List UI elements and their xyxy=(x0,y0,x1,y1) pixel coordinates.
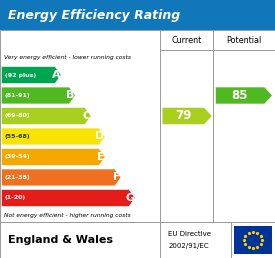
Polygon shape xyxy=(1,108,91,124)
Text: Potential: Potential xyxy=(227,36,262,45)
Polygon shape xyxy=(1,169,121,186)
Text: (69-80): (69-80) xyxy=(5,114,30,118)
Polygon shape xyxy=(162,108,212,124)
Text: (81-91): (81-91) xyxy=(5,93,30,98)
Text: (1-20): (1-20) xyxy=(5,196,26,200)
Text: E: E xyxy=(97,152,104,162)
Text: G: G xyxy=(125,193,134,203)
Bar xyxy=(0,30,275,222)
Text: (39-54): (39-54) xyxy=(5,155,30,159)
Polygon shape xyxy=(1,67,61,83)
Text: Energy Efficiency Rating: Energy Efficiency Rating xyxy=(8,9,180,22)
Text: Very energy efficient - lower running costs: Very energy efficient - lower running co… xyxy=(4,55,131,60)
Text: 85: 85 xyxy=(232,89,248,102)
Bar xyxy=(0,222,275,258)
Bar xyxy=(234,226,272,254)
Text: (92 plus): (92 plus) xyxy=(5,72,36,77)
Text: EU Directive: EU Directive xyxy=(168,231,211,237)
Bar xyxy=(0,0,275,30)
Polygon shape xyxy=(216,87,272,104)
Text: D: D xyxy=(95,132,104,141)
Text: Current: Current xyxy=(172,36,202,45)
Text: 79: 79 xyxy=(175,109,191,123)
Text: B: B xyxy=(66,91,75,101)
Polygon shape xyxy=(1,128,105,145)
Text: A: A xyxy=(52,70,60,80)
Text: F: F xyxy=(112,172,120,182)
Text: (21-38): (21-38) xyxy=(5,175,30,180)
Text: C: C xyxy=(82,111,90,121)
Text: Not energy efficient - higher running costs: Not energy efficient - higher running co… xyxy=(4,213,131,218)
Polygon shape xyxy=(1,87,75,104)
Text: England & Wales: England & Wales xyxy=(8,235,113,245)
Text: 2002/91/EC: 2002/91/EC xyxy=(168,243,209,249)
Polygon shape xyxy=(1,190,135,206)
Polygon shape xyxy=(1,149,105,165)
Text: (55-68): (55-68) xyxy=(5,134,30,139)
